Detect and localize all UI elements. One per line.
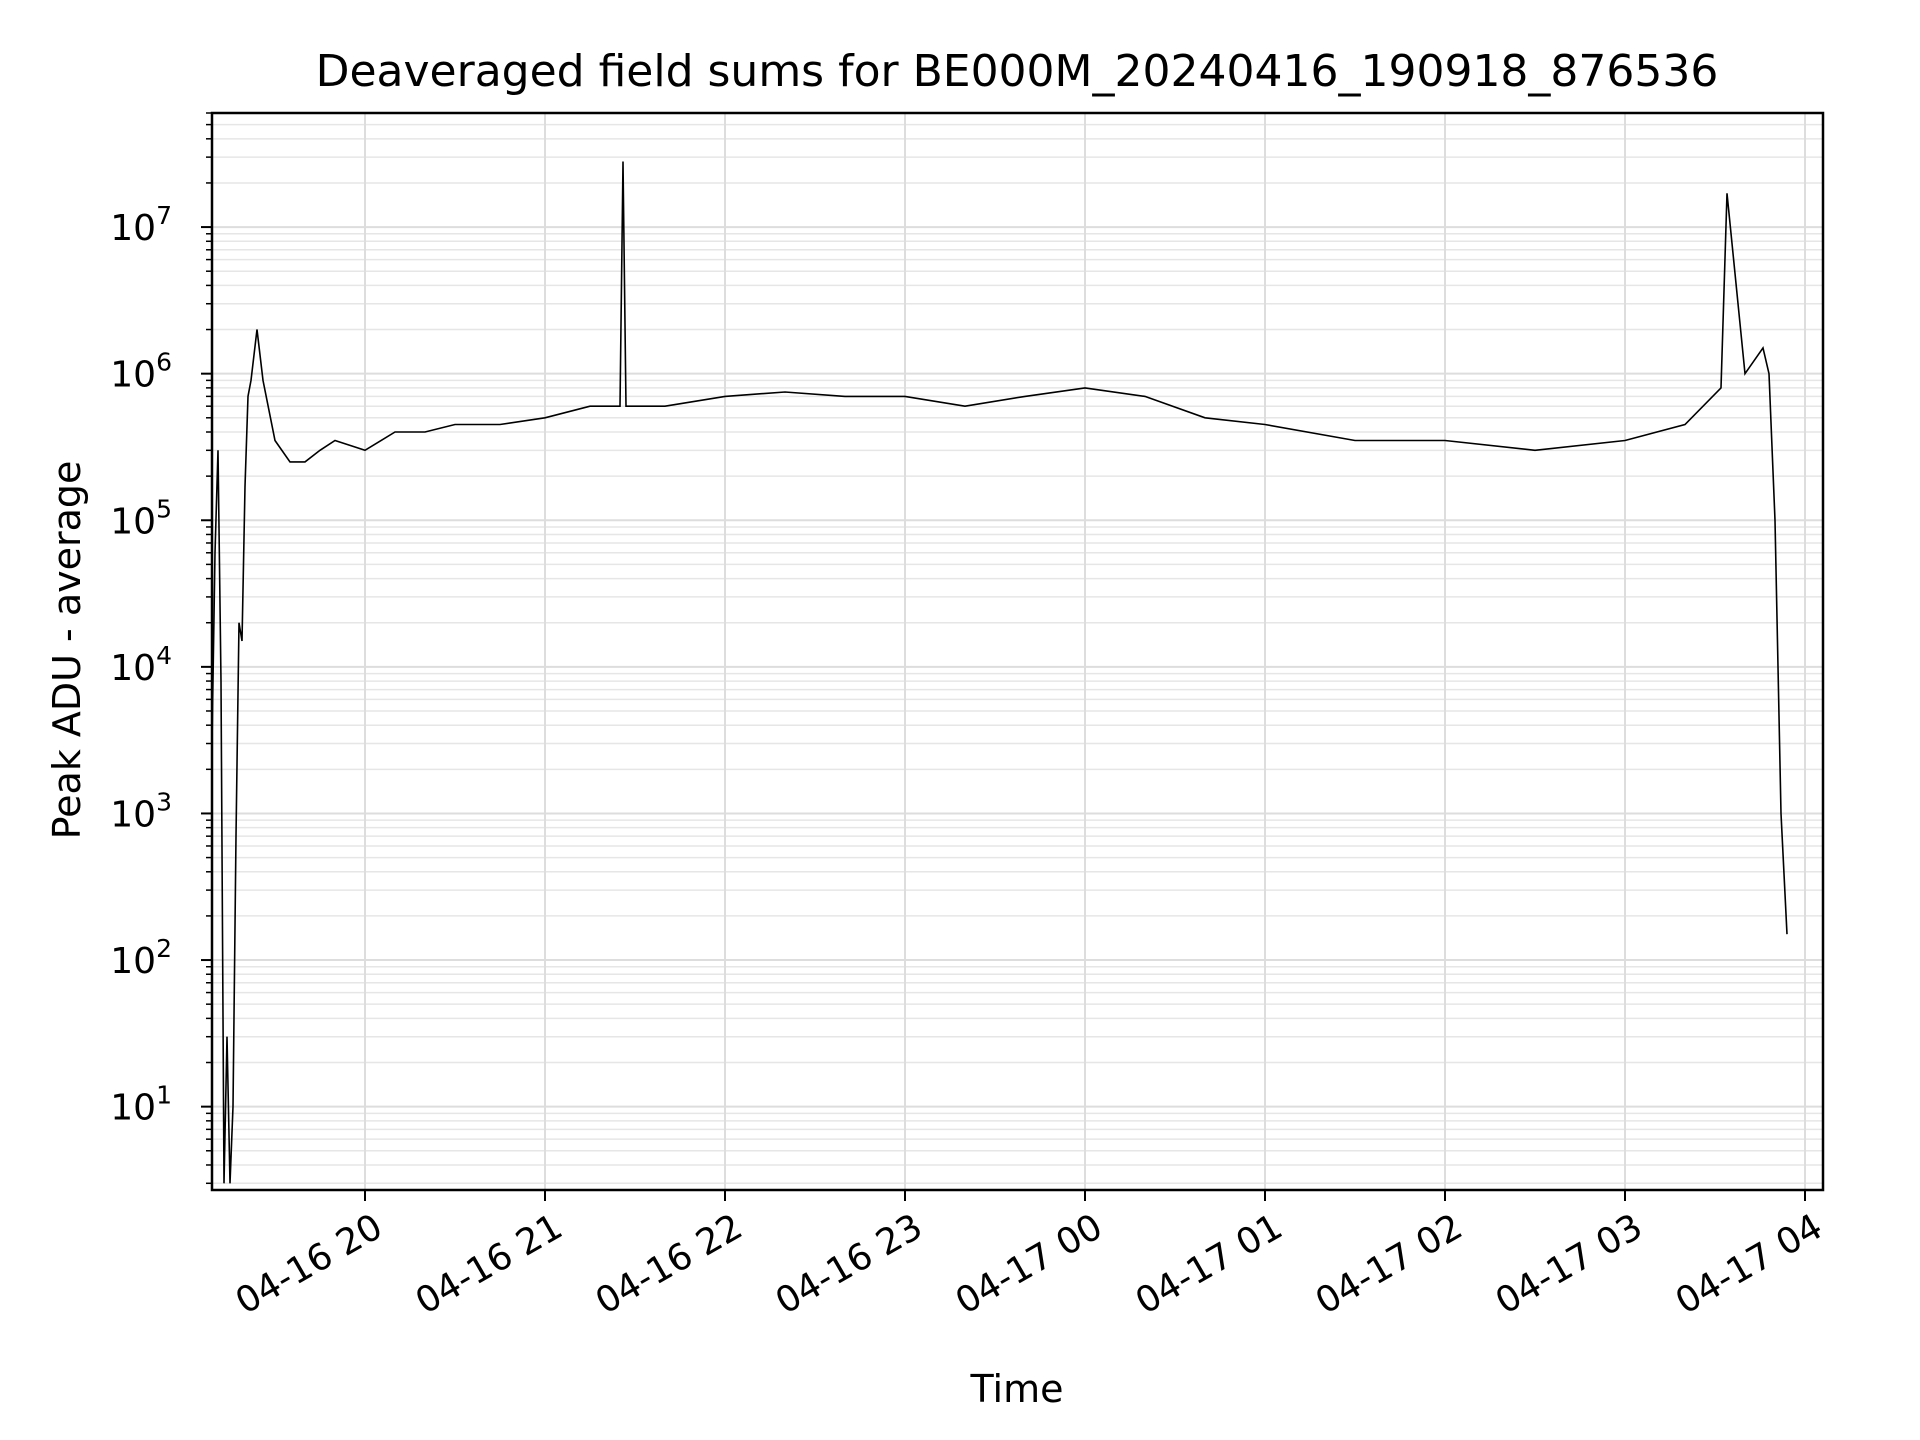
x-axis-label: Time <box>970 1367 1064 1411</box>
y-tick-label: 104 <box>110 641 172 689</box>
y-tick-label: 107 <box>110 201 172 249</box>
y-tick-exponent: 7 <box>156 201 172 230</box>
y-tick-base: 10 <box>110 1088 156 1129</box>
y-tick-base: 10 <box>110 648 156 689</box>
y-tick-base: 10 <box>110 501 156 542</box>
major-gridlines <box>212 113 1823 1190</box>
y-tick-exponent: 1 <box>156 1081 172 1110</box>
plot-frame <box>210 111 1825 1192</box>
y-tick-label: 101 <box>110 1081 172 1129</box>
y-tick-label: 103 <box>110 787 172 835</box>
series-layer <box>211 161 1788 1184</box>
y-axis-label: Peak ADU - average <box>45 461 89 840</box>
series-line <box>211 161 1788 1184</box>
y-tick-label: 105 <box>110 494 172 542</box>
y-tick-exponent: 6 <box>156 348 172 377</box>
y-tick-base: 10 <box>110 355 156 396</box>
y-tick-base: 10 <box>110 794 156 835</box>
y-tick-base: 10 <box>110 208 156 249</box>
y-tick-base: 10 <box>110 941 156 982</box>
y-tick-label: 106 <box>110 348 172 396</box>
y-tick-exponent: 5 <box>156 494 172 523</box>
y-tick-exponent: 2 <box>156 934 172 963</box>
chart-title: Deaveraged field sums for BE000M_2024041… <box>316 46 1719 97</box>
y-tick-exponent: 4 <box>156 641 172 670</box>
y-tick-exponent: 3 <box>156 787 172 816</box>
y-tick-label: 102 <box>110 934 172 982</box>
minor-gridlines <box>212 112 1823 1185</box>
